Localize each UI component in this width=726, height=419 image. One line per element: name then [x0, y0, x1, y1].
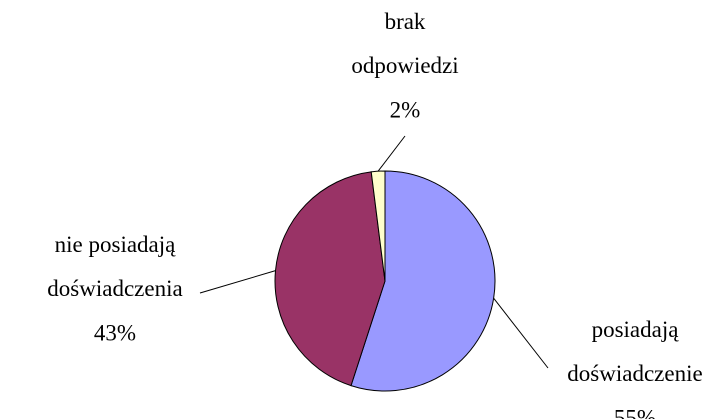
slice-value: 43%	[94, 320, 136, 345]
pie-slice	[274, 171, 386, 387]
slice-label: nie posiadają doświadczenia	[47, 232, 182, 301]
leader-line	[377, 135, 406, 172]
slice-value: 2%	[390, 97, 421, 122]
slice-value: 55%	[614, 405, 656, 419]
leader-line	[199, 270, 276, 294]
leader-line	[493, 297, 549, 369]
slice-label: posiadają doświadczenie	[567, 317, 702, 386]
slice-label: brak odpowiedzi	[351, 9, 458, 78]
